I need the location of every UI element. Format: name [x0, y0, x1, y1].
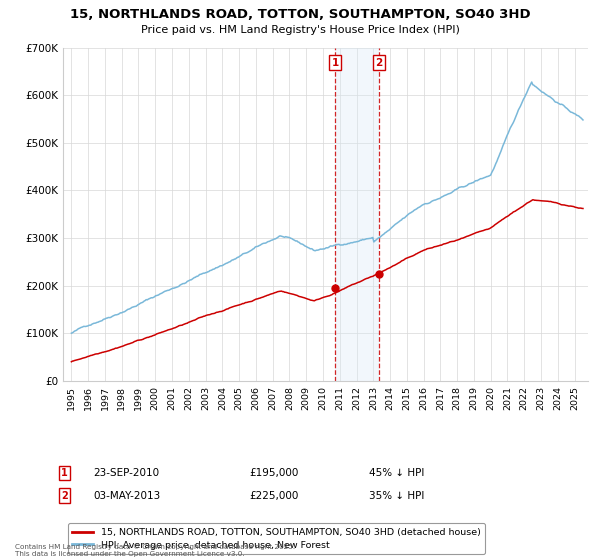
Text: 1: 1: [61, 468, 68, 478]
Text: 15, NORTHLANDS ROAD, TOTTON, SOUTHAMPTON, SO40 3HD: 15, NORTHLANDS ROAD, TOTTON, SOUTHAMPTON…: [70, 8, 530, 21]
Text: 35% ↓ HPI: 35% ↓ HPI: [369, 491, 424, 501]
Text: Contains HM Land Registry data © Crown copyright and database right 2025.
This d: Contains HM Land Registry data © Crown c…: [15, 544, 295, 557]
Legend: 15, NORTHLANDS ROAD, TOTTON, SOUTHAMPTON, SO40 3HD (detached house), HPI: Averag: 15, NORTHLANDS ROAD, TOTTON, SOUTHAMPTON…: [68, 523, 485, 554]
Text: 03-MAY-2013: 03-MAY-2013: [93, 491, 160, 501]
Bar: [335, 48, 379, 381]
Text: 2: 2: [376, 58, 383, 68]
Text: Price paid vs. HM Land Registry's House Price Index (HPI): Price paid vs. HM Land Registry's House …: [140, 25, 460, 35]
Text: 2: 2: [61, 491, 68, 501]
Text: £195,000: £195,000: [249, 468, 298, 478]
Text: 23-SEP-2010: 23-SEP-2010: [93, 468, 159, 478]
Text: £225,000: £225,000: [249, 491, 298, 501]
Text: 1: 1: [332, 58, 339, 68]
Text: 45% ↓ HPI: 45% ↓ HPI: [369, 468, 424, 478]
